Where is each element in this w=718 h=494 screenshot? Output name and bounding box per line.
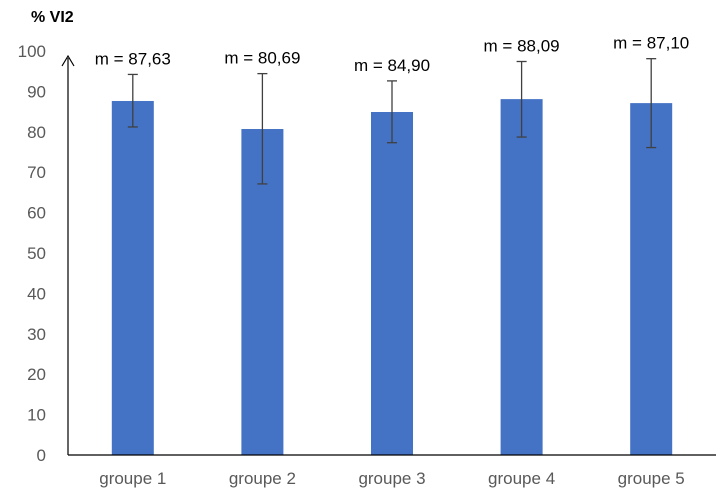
y-tick-label: 20: [27, 365, 46, 384]
bar-5: [630, 103, 673, 455]
error-bars-group: [127, 58, 657, 185]
axes-group: [61, 54, 716, 456]
y-tick-label: 70: [27, 163, 46, 182]
data-labels-group: m = 87,63 m = 80,69 m = 84,90 m = 88,09 m = …: [95, 34, 689, 75]
data-label-4: m = 88,09: [484, 37, 560, 56]
y-tick-label: 60: [27, 204, 46, 223]
category-label-3: groupe 3: [358, 469, 425, 488]
category-labels-group: groupe 1 groupe 2 groupe 3 groupe 4 groupe 5: [99, 469, 685, 488]
y-tick-label: 80: [27, 123, 46, 142]
y-axis-title: % VI2: [31, 9, 74, 26]
y-tick-label: 40: [27, 284, 46, 303]
category-label-2: groupe 2: [229, 469, 296, 488]
bar-3: [371, 112, 413, 455]
y-tick-label: 90: [27, 82, 46, 101]
data-label-3: m = 84,90: [354, 56, 430, 75]
bar-4: [500, 99, 543, 456]
y-axis-ticks: 0 10 20 30 40 50 60 70 80 90 100: [18, 42, 46, 465]
y-tick-label: 100: [18, 42, 46, 61]
y-tick-label: 0: [37, 446, 46, 465]
y-tick-label: 10: [27, 406, 46, 425]
data-label-5: m = 87,10: [613, 34, 689, 53]
y-tick-label: 30: [27, 325, 46, 344]
category-label-1: groupe 1: [99, 469, 166, 488]
category-label-5: groupe 5: [618, 469, 685, 488]
bars-group: [111, 99, 673, 456]
data-label-2: m = 80,69: [224, 49, 300, 68]
y-tick-label: 50: [27, 244, 46, 263]
y-axis-arrow: [61, 54, 75, 67]
data-label-1: m = 87,63: [95, 49, 171, 68]
bar-1: [111, 100, 154, 456]
category-label-4: groupe 4: [488, 469, 555, 488]
